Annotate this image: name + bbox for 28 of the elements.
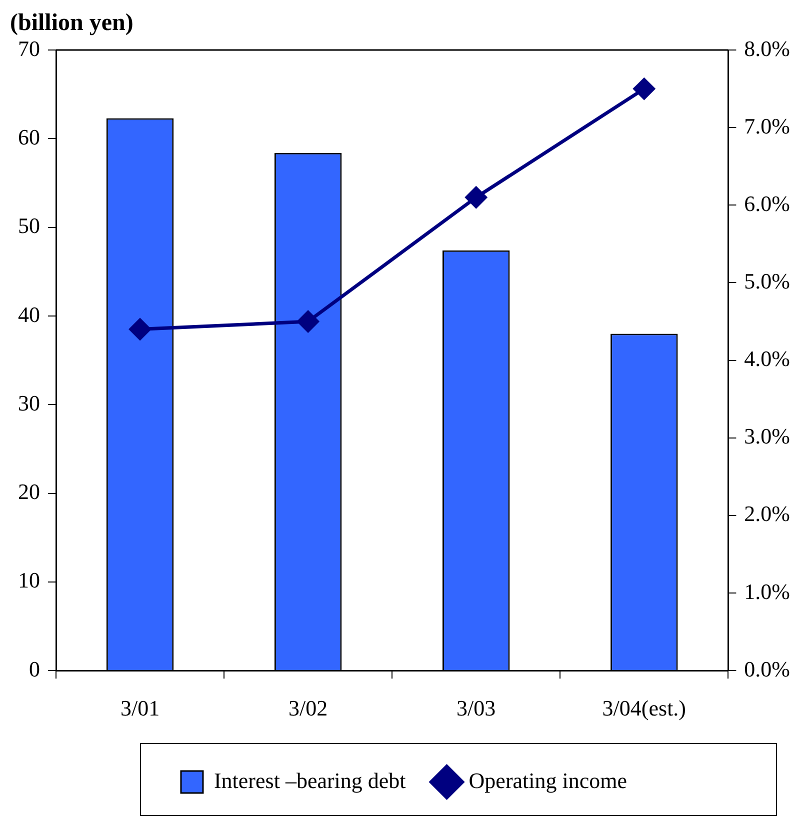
x-tick-label: 3/04(est.) xyxy=(602,696,686,721)
y2-tick-label: 2.0% xyxy=(744,501,790,526)
y2-tick-label: 5.0% xyxy=(744,268,790,294)
point xyxy=(297,310,319,332)
y-tick-label: 10 xyxy=(18,568,40,593)
y-tick-label: 50 xyxy=(18,213,40,238)
point xyxy=(129,318,151,340)
point xyxy=(465,186,487,208)
y2-tick-label: 6.0% xyxy=(744,190,790,216)
y-tick-label: 0 xyxy=(29,656,40,682)
point xyxy=(633,78,655,100)
y-tick-label: 70 xyxy=(18,36,40,61)
legend-label: Interest –bearing debt xyxy=(214,768,406,793)
x-tick-label: 3/03 xyxy=(456,696,496,721)
y-axis-title: (billion yen) xyxy=(10,10,134,36)
y2-tick-label: 3.0% xyxy=(744,424,790,449)
y-tick-label: 40 xyxy=(18,302,40,327)
y2-tick-label: 4.0% xyxy=(744,346,790,372)
y2-tick-label: 0.0% xyxy=(744,656,790,682)
y-tick-label: 60 xyxy=(18,124,40,150)
y2-tick-label: 7.0% xyxy=(744,113,790,138)
y2-tick-label: 1.0% xyxy=(744,578,790,604)
legend-label: Operating income xyxy=(468,768,628,793)
y2-tick-label: 8.0% xyxy=(744,36,790,61)
y-tick-label: 30 xyxy=(18,390,40,416)
y-tick-label: 20 xyxy=(18,479,40,504)
x-tick-label: 3/02 xyxy=(288,696,328,721)
x-tick-label: 3/01 xyxy=(120,696,160,721)
